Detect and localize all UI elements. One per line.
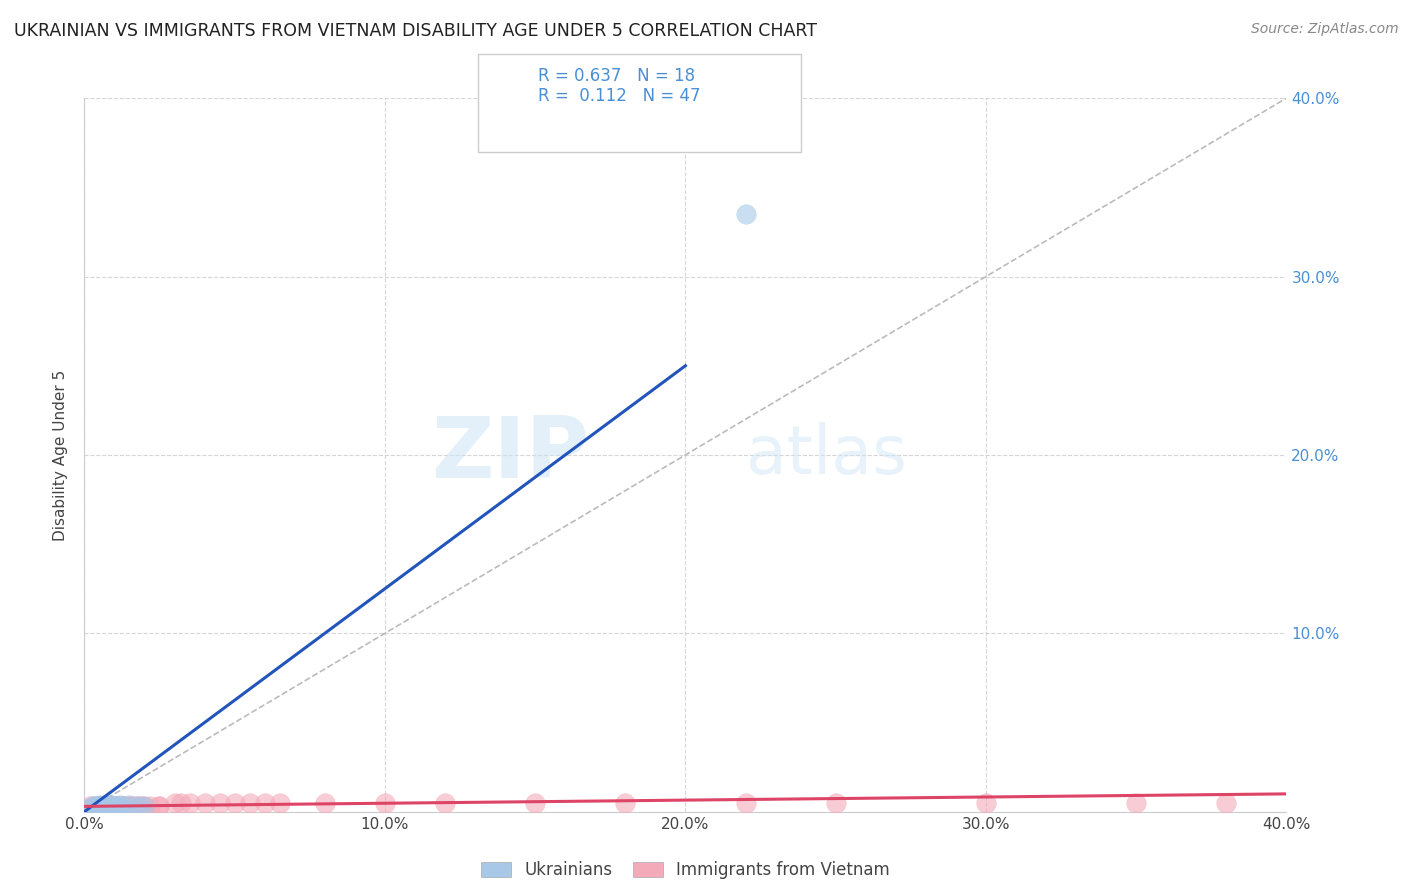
Point <box>131 799 153 814</box>
Point <box>94 799 117 814</box>
Point <box>97 799 120 814</box>
Point <box>86 799 108 814</box>
Point <box>1215 796 1237 810</box>
Point <box>91 799 114 814</box>
Point <box>614 796 637 810</box>
Point <box>107 799 129 814</box>
Point <box>148 799 170 814</box>
Point <box>374 796 396 810</box>
Point <box>107 799 129 814</box>
Point <box>179 796 201 810</box>
Point <box>91 799 114 814</box>
Point <box>112 799 135 814</box>
Point <box>824 796 846 810</box>
Point <box>100 799 122 814</box>
Point <box>110 797 132 812</box>
Point <box>103 799 125 814</box>
Point <box>112 799 135 814</box>
Point <box>269 796 291 810</box>
Point <box>103 799 125 814</box>
Point <box>100 797 122 812</box>
Point <box>118 797 141 812</box>
Point <box>253 796 276 810</box>
Text: UKRAINIAN VS IMMIGRANTS FROM VIETNAM DISABILITY AGE UNDER 5 CORRELATION CHART: UKRAINIAN VS IMMIGRANTS FROM VIETNAM DIS… <box>14 22 817 40</box>
Point <box>314 796 336 810</box>
Point <box>91 799 114 814</box>
Point <box>127 799 149 814</box>
Point <box>134 799 156 814</box>
Text: ZIP: ZIP <box>432 413 589 497</box>
Point <box>148 799 170 814</box>
Point <box>434 796 457 810</box>
Point <box>86 799 108 814</box>
Point <box>1125 796 1147 810</box>
Y-axis label: Disability Age Under 5: Disability Age Under 5 <box>53 369 69 541</box>
Point <box>163 796 186 810</box>
Point <box>82 799 104 814</box>
Point <box>169 796 191 810</box>
Text: R = 0.637   N = 18: R = 0.637 N = 18 <box>538 67 696 85</box>
Point <box>89 799 111 814</box>
Point <box>134 799 156 814</box>
Point <box>94 799 117 814</box>
Legend: Ukrainians, Immigrants from Vietnam: Ukrainians, Immigrants from Vietnam <box>474 855 897 886</box>
Point <box>103 799 125 814</box>
Point <box>734 207 756 221</box>
Point <box>124 799 146 814</box>
Text: atlas: atlas <box>745 422 907 488</box>
Point <box>974 796 997 810</box>
Point <box>89 799 111 814</box>
Point <box>224 796 246 810</box>
Point <box>112 799 135 814</box>
Point <box>79 801 101 815</box>
Text: R =  0.112   N = 47: R = 0.112 N = 47 <box>538 87 702 104</box>
Point <box>94 797 117 812</box>
Point <box>524 796 547 810</box>
Point <box>194 796 217 810</box>
Point <box>208 796 231 810</box>
Point <box>89 797 111 812</box>
Point <box>82 799 104 814</box>
Point <box>89 799 111 814</box>
Point <box>79 799 101 814</box>
Point <box>115 799 138 814</box>
Point <box>139 799 162 814</box>
Point <box>110 799 132 814</box>
Point <box>127 799 149 814</box>
Text: Source: ZipAtlas.com: Source: ZipAtlas.com <box>1251 22 1399 37</box>
Point <box>118 799 141 814</box>
Point <box>121 799 143 814</box>
Point <box>94 799 117 814</box>
Point <box>239 796 262 810</box>
Point <box>100 799 122 814</box>
Point <box>734 796 756 810</box>
Point <box>97 799 120 814</box>
